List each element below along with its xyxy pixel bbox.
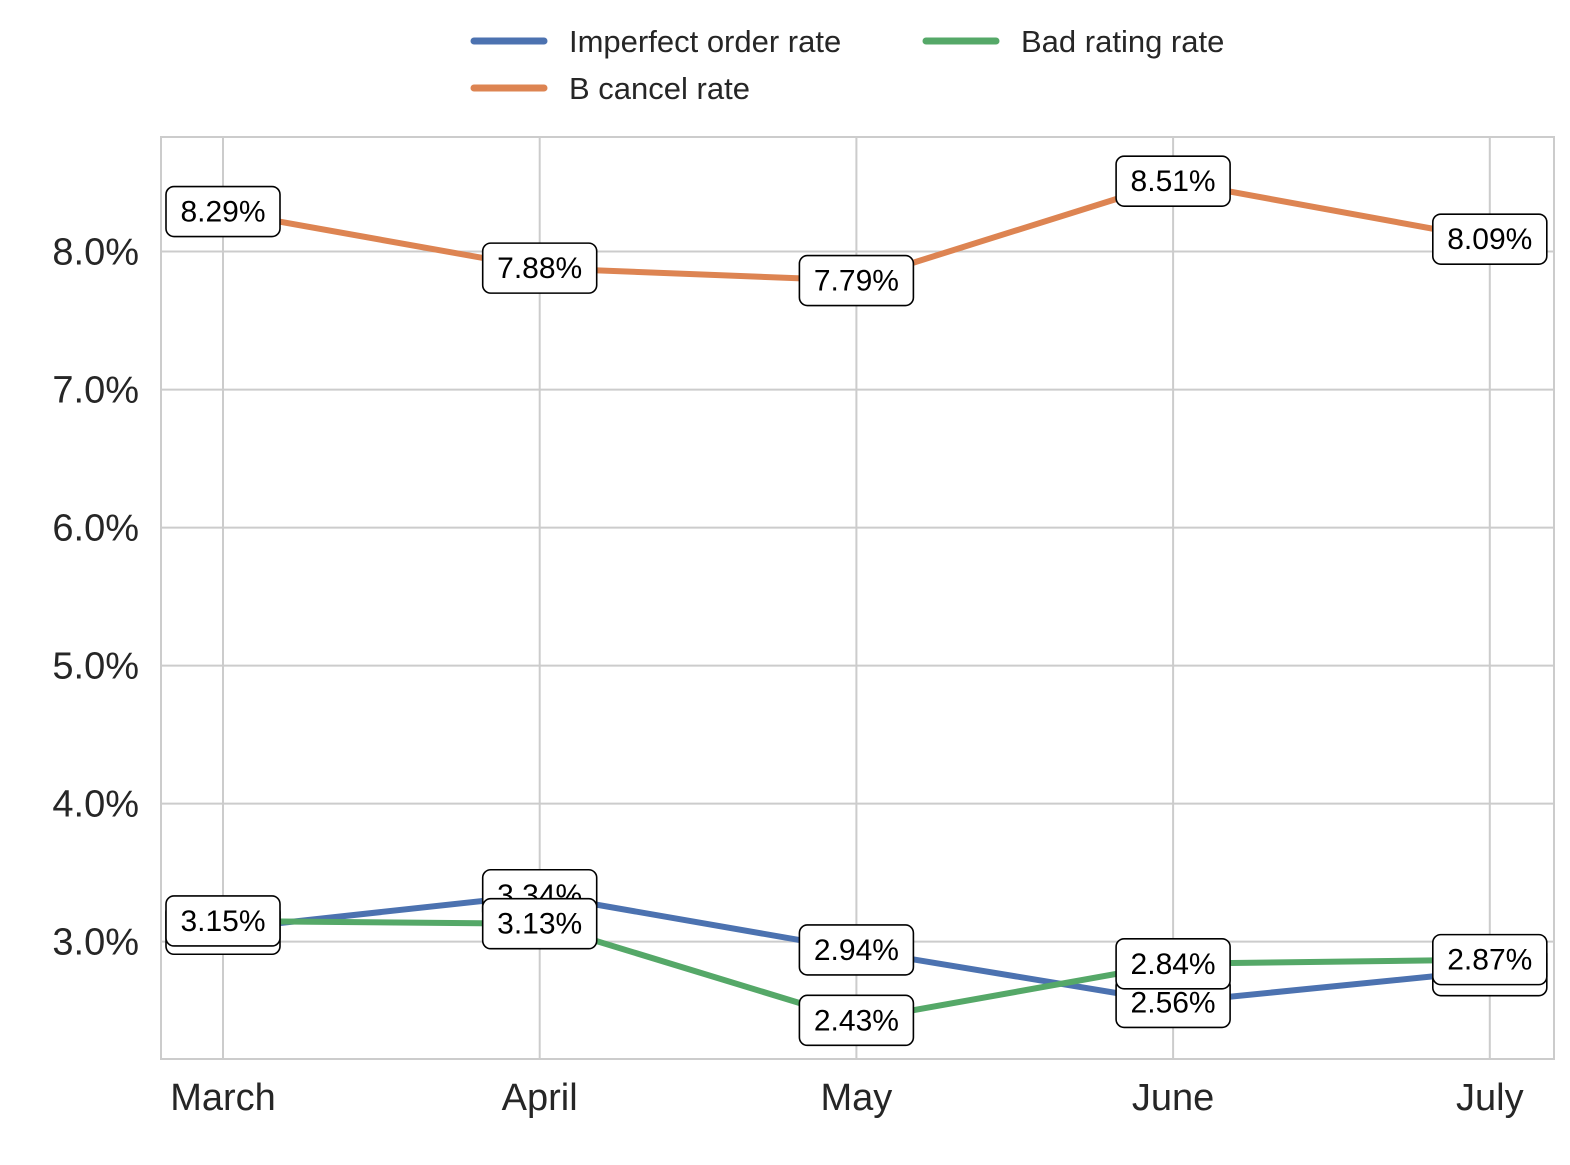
data-label: 2.94% — [814, 934, 899, 967]
y-tick-label: 4.0% — [52, 784, 139, 826]
data-label-box — [1115, 155, 1231, 207]
data-label-box — [1432, 213, 1548, 265]
y-tick-label: 6.0% — [52, 508, 139, 550]
y-tick-label: 5.0% — [52, 646, 139, 688]
legend-label: Bad rating rate — [1021, 24, 1224, 59]
x-tick-label: July — [1456, 1077, 1524, 1119]
y-tick-label: 7.0% — [52, 370, 139, 412]
data-label-box — [165, 895, 281, 947]
data-label-box — [798, 254, 915, 307]
y-axis-ticks: 3.0% 4.0% 5.0% 6.0% 7.0% 8.0% — [52, 232, 139, 964]
data-label: 7.79% — [814, 265, 899, 298]
y-tick-label: 3.0% — [52, 922, 139, 964]
data-label: 3.13% — [497, 908, 582, 941]
legend-label: B cancel rate — [569, 71, 750, 106]
data-labels: 3.34%2.94%2.56%8.29%7.88% 7.79%8.51%8.09%… — [165, 155, 1548, 1047]
x-tick-label: April — [502, 1077, 578, 1119]
data-label-box — [1432, 933, 1548, 986]
data-label: 8.29% — [180, 196, 265, 229]
data-label-box — [798, 924, 915, 976]
plot-area-frame — [160, 136, 1555, 1060]
data-label: 3.15% — [180, 905, 265, 938]
data-label: 8.51% — [1131, 165, 1216, 198]
data-label: 7.88% — [497, 252, 582, 285]
x-tick-label: March — [170, 1077, 276, 1119]
data-label-box — [1115, 937, 1231, 990]
x-tick-label: May — [821, 1077, 893, 1119]
x-axis-ticks: March April May June July — [170, 1077, 1523, 1119]
data-label: 2.84% — [1131, 948, 1216, 981]
data-label: 2.56% — [1131, 986, 1216, 1019]
data-label: 2.87% — [1447, 944, 1532, 977]
data-label: 2.43% — [814, 1004, 899, 1037]
y-tick-label: 8.0% — [52, 232, 139, 274]
data-label-box — [165, 185, 281, 238]
data-label-box — [481, 242, 598, 294]
grid — [161, 137, 1554, 1059]
legend: Imperfect order rate B cancel rate Bad rat… — [470, 24, 1224, 106]
data-label-box — [798, 994, 915, 1047]
x-tick-label: June — [1132, 1077, 1214, 1119]
data-label: 8.09% — [1447, 223, 1532, 256]
legend-label: Imperfect order rate — [569, 24, 841, 59]
data-label-box — [481, 897, 598, 950]
